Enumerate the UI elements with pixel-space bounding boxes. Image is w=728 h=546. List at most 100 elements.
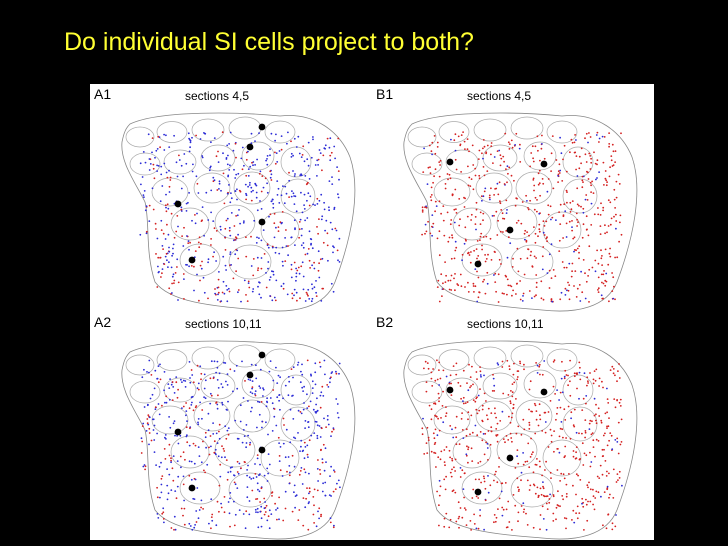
labeled-cell-dot [230, 212, 233, 214]
labeled-cell-dot [436, 146, 439, 148]
labeled-cell-dot [218, 437, 221, 440]
labeled-cell-dot [213, 451, 216, 454]
labeled-cell-dot [528, 421, 531, 424]
labeled-cell-dot [498, 466, 500, 468]
labeled-cell-dot [430, 418, 433, 421]
labeled-cell-dot [197, 517, 200, 520]
labeled-cell-dot [572, 450, 575, 452]
labeled-cell-dot [557, 173, 560, 176]
labeled-cell-dot [254, 390, 257, 392]
barrel-outline [214, 432, 256, 468]
labeled-cell-dot [576, 218, 578, 221]
labeled-cell-dot [221, 386, 224, 389]
labeled-cell-dot [282, 417, 285, 420]
barrel-field-outline [121, 112, 356, 312]
labeled-cell-dot [308, 405, 310, 408]
labeled-cell-dot [448, 236, 451, 239]
labeled-cell-dot [215, 155, 218, 158]
labeled-cell-dot [244, 380, 246, 382]
labeled-cell-dot [558, 250, 561, 253]
labeled-cell-dot [256, 426, 258, 429]
labeled-cell-dot [608, 145, 610, 148]
labeled-cell-dot [447, 240, 450, 243]
labeled-cell-dot [606, 488, 609, 491]
labeled-cell-dot [201, 155, 204, 157]
labeled-cell-dot [448, 288, 451, 291]
labeled-cell-dot [168, 416, 170, 418]
labeled-cell-dot [487, 459, 489, 461]
labeled-cell-dot [251, 392, 254, 395]
labeled-cell-dot [222, 447, 225, 450]
labeled-cell-dot [303, 208, 306, 210]
labeled-cell-dot [160, 477, 163, 480]
labeled-cell-dot [147, 133, 150, 136]
labeled-cell-dot [425, 442, 428, 444]
labeled-cell-dot [483, 453, 486, 456]
labeled-cell-dot [538, 223, 541, 226]
labeled-cell-dot [245, 255, 248, 258]
labeled-cell-dot [440, 273, 443, 276]
labeled-cell-dot [597, 262, 600, 265]
labeled-cell-dot [288, 171, 290, 174]
labeled-cell-dot [508, 415, 510, 418]
labeled-cell-dot [501, 360, 504, 363]
labeled-cell-dot [536, 364, 539, 367]
labeled-cell-dot [177, 281, 180, 284]
labeled-cell-dot [194, 444, 197, 447]
labeled-cell-dot [589, 451, 591, 454]
labeled-cell-dot [233, 225, 236, 227]
labeled-cell-dot [249, 391, 252, 393]
labeled-cell-dot [443, 478, 446, 481]
labeled-cell-dot [229, 470, 232, 473]
labeled-cell-dot [512, 257, 514, 260]
labeled-cell-dot [469, 520, 472, 522]
labeled-cell-dot [616, 399, 618, 401]
labeled-cell-dot [213, 227, 216, 230]
labeled-cell-dot [176, 460, 179, 462]
labeled-cell-dot [207, 412, 210, 415]
labeled-cell-dot [280, 285, 283, 288]
labeled-cell-dot [436, 359, 438, 362]
labeled-cell-dot [491, 215, 494, 217]
labeled-cell-dot [517, 511, 520, 514]
labeled-cell-dot [477, 158, 480, 160]
labeled-cell-dot [258, 281, 261, 284]
labeled-cell-dot [297, 519, 300, 521]
labeled-cell-dot [156, 164, 158, 167]
labeled-cell-dot [449, 518, 452, 521]
labeled-cell-dot [166, 203, 169, 206]
labeled-cell-dot [331, 430, 333, 433]
labeled-cell-dot [490, 187, 492, 190]
labeled-cell-dot [183, 278, 185, 280]
labeled-cell-dot [326, 137, 329, 140]
labeled-cell-dot [180, 208, 183, 211]
labeled-cell-dot [300, 234, 303, 237]
labeled-cell-dot [326, 415, 329, 417]
labeled-cell-dot [241, 360, 243, 363]
labeled-cell-dot [214, 288, 216, 290]
labeled-cell-dot [532, 451, 534, 454]
labeled-cell-dot [444, 415, 447, 417]
labeled-cell-dot [251, 290, 254, 293]
labeled-cell-dot [337, 259, 339, 262]
labeled-cell-dot [578, 155, 581, 158]
labeled-cell-dot [589, 168, 592, 170]
labeled-cell-dot [440, 212, 442, 215]
labeled-cell-dot [316, 159, 319, 162]
labeled-cell-dot [219, 463, 222, 466]
labeled-cell-dot [168, 261, 170, 264]
labeled-cell-dot [316, 175, 318, 177]
labeled-cell-dot [280, 222, 283, 225]
labeled-cell-dot [437, 417, 439, 420]
labeled-cell-dot [483, 190, 486, 193]
labeled-cell-dot [209, 402, 212, 405]
labeled-cell-dot [551, 216, 554, 219]
labeled-cell-dot [611, 143, 614, 146]
labeled-cell-dot [487, 491, 490, 494]
labeled-cell-dot [226, 163, 229, 166]
labeled-cell-dot [225, 285, 228, 287]
injection-site-marker [174, 200, 182, 208]
labeled-cell-dot [607, 402, 610, 404]
labeled-cell-dot [168, 250, 171, 253]
labeled-cell-dot [253, 219, 256, 222]
